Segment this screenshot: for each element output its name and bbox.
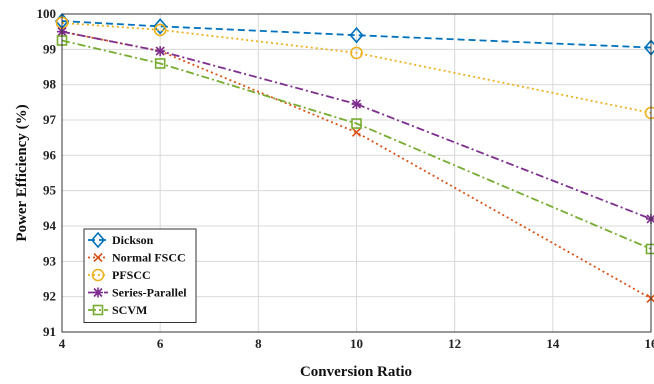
data-point <box>350 46 363 60</box>
legend-label: Series-Parallel <box>112 286 187 300</box>
y-tick-label: 98 <box>43 77 57 92</box>
data-point <box>154 58 166 69</box>
plot-frame <box>61 13 652 333</box>
data-point <box>351 118 362 129</box>
legend-label: Normal FSCC <box>112 251 186 265</box>
x-tick-label: 4 <box>59 336 66 351</box>
y-tick-label: 96 <box>43 147 57 162</box>
series-line <box>61 21 652 114</box>
tick-labels: 4 6 8 10 12 14 16 91 92 93 94 95 96 97 98 99 100 <box>37 6 654 351</box>
legend-marker <box>92 304 104 316</box>
legend: Dickson Normal FSCC PFSCC Series-Parallel SC… <box>83 228 197 323</box>
y-tick-label: 99 <box>43 41 57 56</box>
series-pfscc <box>55 16 654 120</box>
data-point <box>155 46 166 57</box>
x-tick-label: 16 <box>645 336 654 351</box>
series-scvm <box>56 35 654 255</box>
y-axis-label: Power Efficiency (%) <box>14 104 30 241</box>
y-tick-label: 93 <box>43 253 57 268</box>
series-line <box>61 39 652 250</box>
y-tick-label: 97 <box>43 112 57 127</box>
data-point <box>351 127 362 137</box>
x-tick-label: 8 <box>255 336 262 351</box>
x-tick-label: 12 <box>448 336 461 351</box>
y-tick-label: 100 <box>37 6 57 21</box>
x-tick-label: 10 <box>350 336 363 351</box>
legend-label: PFSCC <box>112 268 151 282</box>
legend-item: PFSCC <box>88 268 151 282</box>
legend-item: Series-Parallel <box>88 286 187 300</box>
x-tick-label: 14 <box>546 336 560 351</box>
series-line <box>61 20 652 49</box>
legend-item: Dickson <box>88 231 154 249</box>
y-tick-label: 94 <box>43 218 57 233</box>
legend-label: SCVM <box>112 303 147 317</box>
legend-marker <box>93 252 103 263</box>
data-point <box>153 18 168 35</box>
x-axis-label: Conversion Ratio <box>300 364 412 380</box>
y-tick-label: 91 <box>43 324 56 339</box>
data-point <box>646 213 654 224</box>
data-point <box>351 99 362 110</box>
legend-marker <box>91 268 105 282</box>
series-series-parallel <box>57 26 654 224</box>
series-line <box>61 30 652 220</box>
legend-marker <box>93 287 103 298</box>
legend-label: Dickson <box>112 233 154 247</box>
legend-item: SCVM <box>88 303 147 317</box>
data-point <box>349 26 364 44</box>
legend-item: Normal FSCC <box>88 251 186 265</box>
data-point <box>153 23 167 37</box>
y-tick-label: 95 <box>43 183 57 198</box>
y-tick-label: 92 <box>43 289 56 304</box>
legend-marker <box>90 231 106 249</box>
x-tick-label: 6 <box>157 336 164 351</box>
